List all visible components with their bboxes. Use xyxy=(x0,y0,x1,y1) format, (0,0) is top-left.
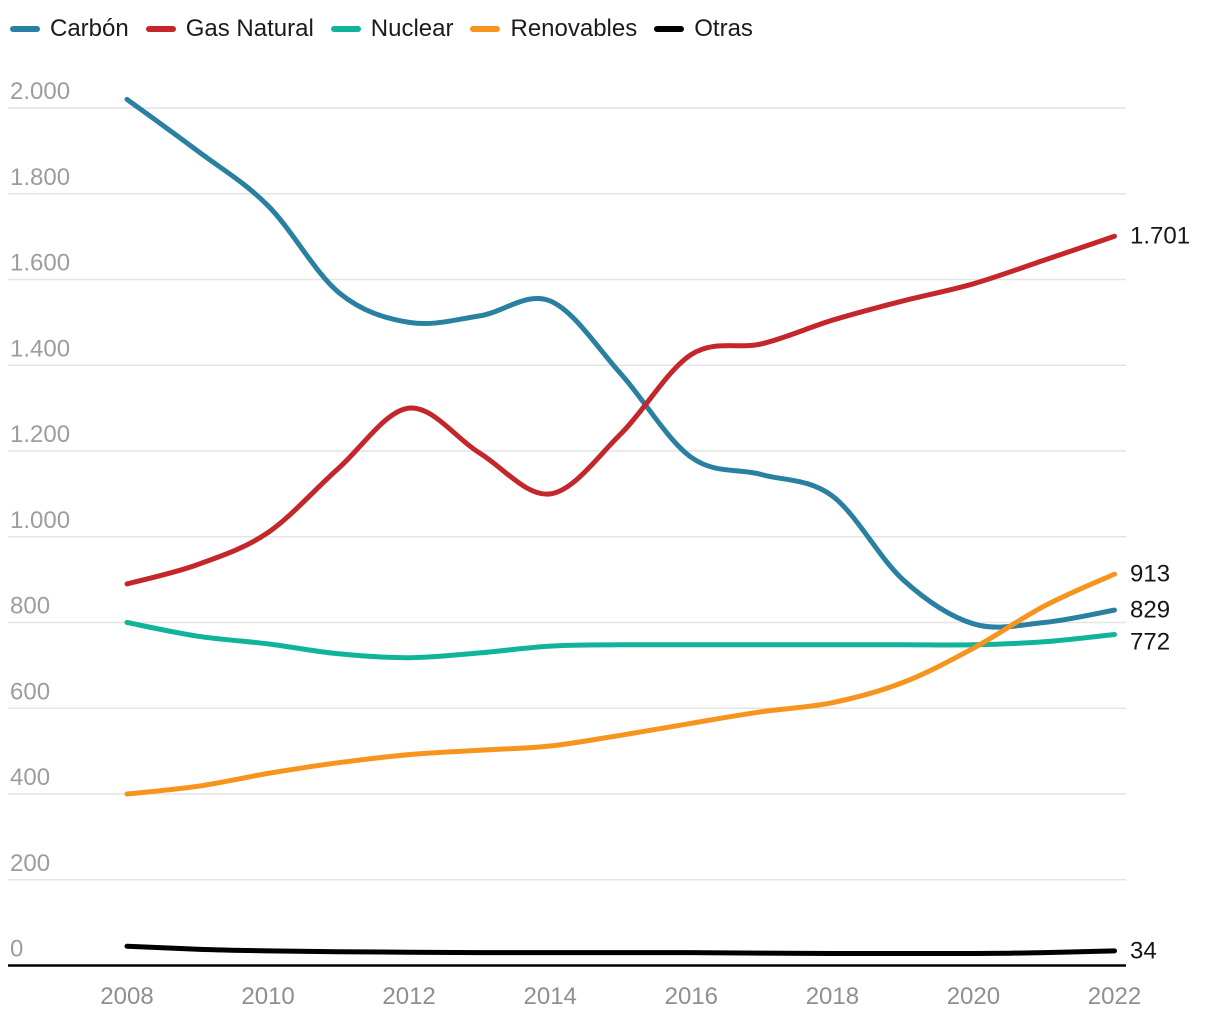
legend-item-carbon: Carbón xyxy=(10,15,129,42)
y-axis-tick-label: 2.000 xyxy=(10,78,70,105)
y-axis-tick-label: 1.800 xyxy=(10,164,70,191)
legend-swatch xyxy=(654,26,685,33)
end-value-label-carbon: 829 xyxy=(1130,597,1170,624)
legend-label: Otras xyxy=(694,15,753,42)
x-axis-tick-label: 2020 xyxy=(947,983,1000,1010)
legend-swatch xyxy=(10,26,40,33)
x-axis-tick-label: 2022 xyxy=(1088,983,1141,1010)
y-axis-tick-label: 1.000 xyxy=(10,507,70,534)
legend-item-gas-natural: Gas Natural xyxy=(145,15,314,42)
end-value-label-nuclear: 772 xyxy=(1130,629,1170,656)
y-axis-tick-label: 1.200 xyxy=(10,421,70,448)
y-axis-tick-label: 1.600 xyxy=(10,250,70,277)
y-axis-tick-label: 0 xyxy=(10,936,23,963)
end-value-label-renovables: 913 xyxy=(1130,561,1170,588)
x-axis-tick-label: 2008 xyxy=(100,983,153,1010)
legend-swatch xyxy=(330,26,361,33)
end-value-label-gas-natural: 1.701 xyxy=(1130,223,1190,250)
legend-item-otras: Otras xyxy=(654,15,753,42)
y-axis-tick-label: 600 xyxy=(10,678,50,705)
end-value-label-otras: 34 xyxy=(1130,937,1157,964)
series-line-otras[interactable] xyxy=(124,943,1117,957)
series-line-carbon[interactable] xyxy=(124,96,1117,630)
legend-item-renovables: Renovables xyxy=(470,15,638,42)
x-axis-tick-label: 2014 xyxy=(524,983,577,1010)
x-axis-tick-label: 2016 xyxy=(665,983,718,1010)
legend-swatch xyxy=(145,26,176,33)
legend-label: Renovables xyxy=(510,15,638,42)
x-axis-tick-label: 2012 xyxy=(382,983,435,1010)
x-axis-tick-label: 2018 xyxy=(806,983,859,1010)
legend-label: Nuclear xyxy=(370,15,454,42)
series-line-renovables[interactable] xyxy=(124,571,1117,797)
y-axis-tick-label: 400 xyxy=(10,764,50,791)
y-axis-tick-label: 800 xyxy=(10,593,50,620)
x-axis-tick-label: 2010 xyxy=(241,983,294,1010)
legend-swatch xyxy=(470,26,501,33)
legend-label: Carbón xyxy=(50,15,129,42)
y-axis-tick-label: 1.400 xyxy=(10,335,70,362)
legend-item-nuclear: Nuclear xyxy=(330,15,454,42)
legend: Carbón Gas Natural Nuclear Renovables Ot… xyxy=(10,15,753,42)
series-line-nuclear[interactable] xyxy=(124,620,1117,661)
series-line-gas-natural[interactable] xyxy=(124,233,1117,587)
legend-label: Gas Natural xyxy=(185,15,314,42)
y-axis-tick-label: 200 xyxy=(10,850,50,877)
